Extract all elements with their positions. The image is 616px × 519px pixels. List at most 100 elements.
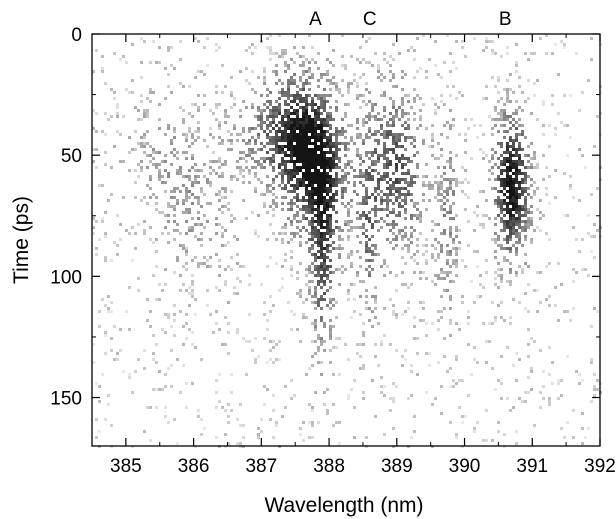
heatmap-cell [221,139,224,142]
heatmap-cell [323,340,326,343]
heatmap-cell [290,268,293,271]
heatmap-cell [245,373,248,376]
heatmap-cell [149,187,152,190]
heatmap-cell [347,181,350,184]
heatmap-cell [422,301,425,304]
heatmap-cell [218,400,221,403]
heatmap-cell [593,223,596,226]
heatmap-cell [170,349,173,352]
heatmap-cell [326,412,329,415]
heatmap-cell [560,40,563,43]
heatmap-cell [293,214,296,217]
heatmap-cell [278,127,281,130]
heatmap-cell [395,274,398,277]
heatmap-cell [287,94,290,97]
heatmap-cell [434,175,437,178]
heatmap-cell [293,235,296,238]
heatmap-cell [320,94,323,97]
heatmap-cell [362,58,365,61]
heatmap-cell [395,199,398,202]
heatmap-cell [176,202,179,205]
heatmap-cell [356,85,359,88]
heatmap-cell [224,244,227,247]
heatmap-cell [143,133,146,136]
heatmap-cell [467,127,470,130]
heatmap-cell [278,166,281,169]
heatmap-cell [536,208,539,211]
heatmap-cell [149,238,152,241]
heatmap-cell [455,265,458,268]
heatmap-cell [542,385,545,388]
heatmap-cell [293,217,296,220]
heatmap-cell [221,244,224,247]
heatmap-cell [356,58,359,61]
heatmap-cell [311,232,314,235]
heatmap-cell [593,307,596,310]
heatmap-cell [485,409,488,412]
heatmap-cell [335,301,338,304]
heatmap-cell [314,220,317,223]
heatmap-cell [515,127,518,130]
heatmap-cell [323,133,326,136]
heatmap-cell [293,163,296,166]
heatmap-cell [371,259,374,262]
heatmap-cell [482,49,485,52]
heatmap-cell [278,79,281,82]
heatmap-cell [203,175,206,178]
heatmap-cell [383,199,386,202]
heatmap-cell [290,58,293,61]
heatmap-cell [377,178,380,181]
heatmap-cell [320,130,323,133]
heatmap-cell [515,133,518,136]
heatmap-cell [311,280,314,283]
heatmap-cell [563,94,566,97]
heatmap-cell [374,115,377,118]
heatmap-cell [359,367,362,370]
heatmap-cell [95,166,98,169]
heatmap-cell [296,157,299,160]
heatmap-cell [503,115,506,118]
heatmap-cell [197,217,200,220]
heatmap-cell [341,94,344,97]
heatmap-cell [350,205,353,208]
heatmap-cell [191,136,194,139]
heatmap-cell [167,316,170,319]
heatmap-cell [107,118,110,121]
heatmap-cell [389,112,392,115]
heatmap-cell [206,289,209,292]
heatmap-cell [536,310,539,313]
heatmap-cell [323,154,326,157]
heatmap-cell [254,139,257,142]
heatmap-cell [212,151,215,154]
heatmap-cell [383,385,386,388]
heatmap-cell [347,208,350,211]
heatmap-cell [188,304,191,307]
heatmap-cell [500,202,503,205]
heatmap-cell [257,136,260,139]
heatmap-cell [296,121,299,124]
heatmap-cell [323,226,326,229]
x-tick-label: 386 [178,456,210,477]
heatmap-cell [359,154,362,157]
heatmap-cell [158,370,161,373]
heatmap-cell [302,160,305,163]
heatmap-cell [281,94,284,97]
heatmap-cell [113,241,116,244]
heatmap-cell [488,160,491,163]
heatmap-cell [125,61,128,64]
heatmap-cell [455,229,458,232]
heatmap-cell [278,136,281,139]
heatmap-cell [503,187,506,190]
heatmap-cell [266,328,269,331]
heatmap-cell [329,301,332,304]
heatmap-cell [152,148,155,151]
heatmap-cell [557,319,560,322]
heatmap-cell [518,235,521,238]
heatmap-cell [170,142,173,145]
heatmap-cell [407,286,410,289]
heatmap-cell [272,106,275,109]
heatmap-cell [485,46,488,49]
heatmap-cell [389,241,392,244]
heatmap-cell [521,271,524,274]
